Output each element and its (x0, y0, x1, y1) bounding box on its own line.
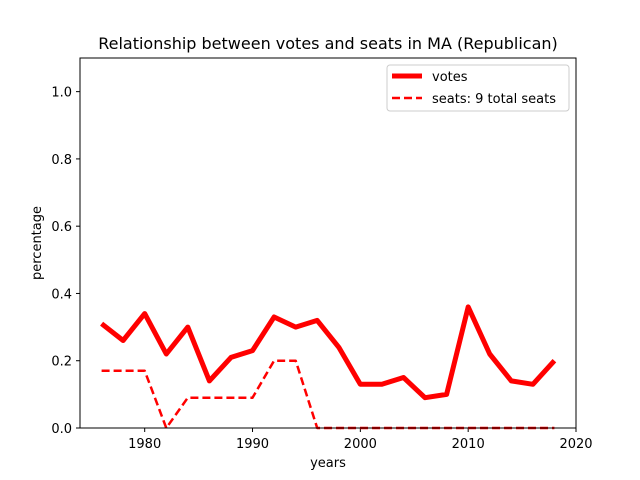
legend-label-votes: votes (432, 70, 468, 85)
x-tick-label: 1990 (236, 437, 269, 452)
y-tick-label: 0.4 (51, 287, 72, 302)
x-axis-label: years (310, 456, 346, 471)
legend-box (386, 64, 570, 112)
series-line-votes (100, 304, 557, 401)
x-tick-label: 2000 (344, 437, 377, 452)
legend: votes seats: 9 total seats (386, 64, 570, 112)
y-axis-ticks: 0.0 0.2 0.4 0.6 0.8 1.0 (51, 86, 80, 437)
series-layer (100, 304, 557, 430)
y-axis-label: percentage (30, 206, 45, 280)
y-tick-label: 0.6 (51, 220, 72, 235)
x-axis-ticks: 1980 1990 2000 2010 2020 (128, 428, 593, 452)
y-tick-label: 0.2 (51, 355, 72, 370)
y-tick-label: 0.8 (51, 153, 72, 168)
y-tick-label: 0.0 (51, 422, 72, 437)
series-line-seats (101, 359, 555, 430)
x-tick-label: 2010 (452, 437, 485, 452)
legend-label-seats: seats: 9 total seats (432, 92, 556, 107)
x-tick-label: 2020 (559, 437, 592, 452)
y-tick-label: 1.0 (51, 86, 72, 101)
x-tick-label: 1980 (128, 437, 161, 452)
plot-frame (79, 57, 577, 429)
chart-title: Relationship between votes and seats in … (98, 34, 558, 53)
